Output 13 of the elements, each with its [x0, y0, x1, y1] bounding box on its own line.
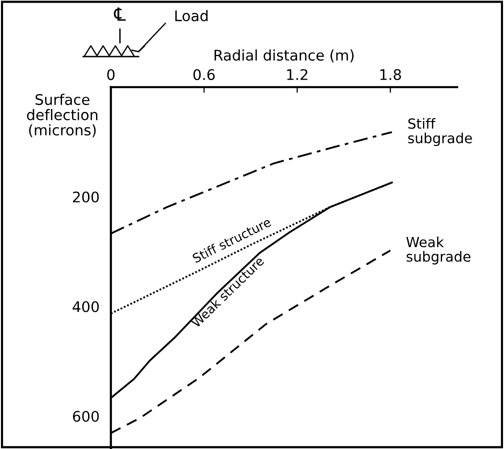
text: Load	[175, 10, 208, 22]
y-tick-label: 400	[72, 301, 99, 312]
y-axis-title: Surface deflection (microns)	[27, 94, 98, 138]
series-label: Weak subgrade	[406, 236, 470, 264]
x-tick-label: 1.2	[287, 69, 308, 80]
x-tick-label: 0	[107, 69, 115, 80]
x-tick-label: 0.6	[193, 69, 215, 80]
y-tick-label: 600	[72, 410, 99, 422]
y-tick-label: 200	[73, 191, 99, 203]
x-tick-label: 1.8	[380, 69, 401, 80]
x-axis-title: Radial distance (m)	[214, 49, 354, 62]
text: ℄	[114, 8, 126, 21]
series-label: Stiff subgrade	[408, 118, 472, 146]
